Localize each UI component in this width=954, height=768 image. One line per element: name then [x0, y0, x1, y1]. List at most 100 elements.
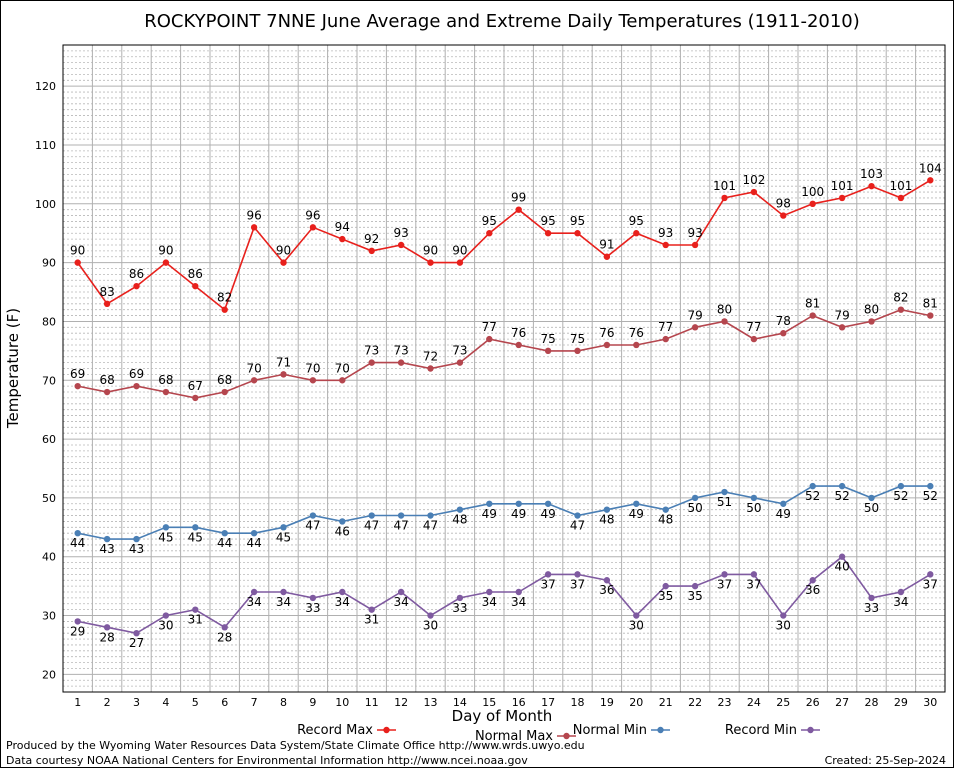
- normal-min-data-label: 44: [246, 536, 261, 550]
- normal-max-data-label: 69: [129, 367, 144, 381]
- record-min-data-label: 34: [511, 595, 526, 609]
- record-min-data-label: 31: [364, 613, 379, 627]
- normal-max-data-label: 77: [746, 320, 761, 334]
- record-min-point: [368, 606, 375, 613]
- legend-item-normal-min: Normal Min: [573, 723, 670, 738]
- normal-max-point: [397, 359, 405, 366]
- legend-marker: [383, 726, 390, 734]
- record-min-data-label: 34: [393, 595, 408, 609]
- normal-max-data-label: 82: [893, 291, 908, 305]
- normal-max-data-label: 78: [776, 314, 791, 328]
- x-tick-label: 30: [923, 696, 937, 709]
- normal-min-data-label: 48: [452, 513, 467, 527]
- normal-max-point: [750, 335, 758, 343]
- normal-max-point: [368, 359, 375, 366]
- normal-min-point: [838, 482, 846, 490]
- legend-marker: [807, 726, 814, 734]
- record-max-data-label: 90: [70, 244, 85, 258]
- legend-label: Record Max: [297, 723, 373, 738]
- normal-max-point: [868, 318, 875, 325]
- record-min-data-label: 37: [570, 577, 585, 591]
- record-min-point: [927, 571, 934, 578]
- normal-min-point: [309, 512, 317, 519]
- record-max-data-label: 104: [919, 161, 942, 175]
- normal-min-data-label: 48: [599, 513, 614, 527]
- y-tick-label: 90: [42, 257, 56, 270]
- record-max-point: [662, 241, 669, 249]
- record-min-point: [721, 571, 728, 578]
- record-min-point: [427, 612, 434, 619]
- record-max-point: [162, 259, 170, 266]
- normal-max-point: [456, 359, 464, 366]
- record-min-point: [809, 577, 816, 584]
- x-tick-label: 24: [747, 696, 761, 709]
- record-max-data-label: 101: [831, 179, 854, 193]
- normal-max-point: [103, 388, 111, 396]
- normal-max-data-label: 79: [834, 308, 849, 322]
- normal-max-data-label: 70: [335, 361, 350, 375]
- normal-min-data-label: 47: [305, 519, 320, 533]
- y-tick-label: 50: [42, 492, 56, 505]
- y-axis-label: Temperature (F): [4, 308, 22, 429]
- normal-max-point: [221, 388, 228, 396]
- normal-min-point: [515, 500, 522, 507]
- normal-max-point: [633, 341, 640, 349]
- record-min-data-label: 28: [99, 630, 114, 644]
- record-min-data-label: 34: [335, 595, 350, 609]
- normal-min-point: [221, 529, 228, 537]
- normal-max-data-label: 67: [188, 379, 203, 393]
- record-max-point: [192, 282, 199, 290]
- record-min-point: [515, 588, 522, 596]
- record-max-point: [515, 206, 522, 213]
- legend-marker: [563, 732, 570, 740]
- x-tick-label: 2: [104, 696, 111, 709]
- normal-max-data-label: 73: [364, 344, 379, 358]
- normal-max-point: [662, 335, 669, 343]
- legend-item-record-max: Record Max: [297, 723, 396, 738]
- normal-max-data-label: 68: [99, 373, 114, 387]
- normal-max-data-label: 75: [540, 332, 555, 346]
- normal-min-point: [544, 500, 552, 507]
- y-tick-label: 20: [42, 668, 56, 681]
- record-max-data-label: 82: [217, 291, 232, 305]
- normal-min-point: [603, 506, 611, 513]
- record-min-point: [280, 588, 287, 596]
- record-max-point: [838, 194, 846, 202]
- record-min-data-label: 35: [658, 589, 673, 603]
- normal-min-data-label: 49: [540, 507, 555, 521]
- x-tick-label: 15: [482, 696, 496, 709]
- x-tick-label: 16: [512, 696, 526, 709]
- record-max-point: [574, 230, 581, 237]
- x-tick-label: 29: [894, 696, 908, 709]
- normal-min-data-label: 50: [864, 501, 879, 515]
- normal-min-point: [780, 500, 787, 507]
- record-max-line: [77, 179, 931, 312]
- record-min-point: [133, 629, 140, 637]
- x-tick-label: 13: [424, 696, 438, 709]
- record-max-point: [280, 259, 287, 266]
- normal-min-point: [250, 529, 258, 537]
- record-min-point: [250, 588, 258, 596]
- record-min-point: [838, 553, 846, 560]
- x-tick-label: 20: [629, 696, 643, 709]
- record-min-data-label: 30: [776, 619, 791, 633]
- normal-max-point: [515, 341, 522, 349]
- record-max-point: [780, 212, 787, 219]
- normal-max-line: [77, 308, 931, 399]
- created-date: Created: 25-Sep-2024: [824, 754, 946, 767]
- normal-max-data-label: 70: [305, 361, 320, 375]
- record-min-point: [397, 588, 405, 596]
- normal-min-data-label: 44: [217, 536, 232, 550]
- legend-item-normal-max: Normal Max: [475, 729, 576, 744]
- grid-major: [63, 45, 945, 692]
- normal-min-point: [809, 482, 816, 490]
- normal-min-data-label: 47: [423, 519, 438, 533]
- record-min-data-label: 35: [687, 589, 702, 603]
- x-tick-label: 28: [865, 696, 879, 709]
- x-tick-label: 12: [394, 696, 408, 709]
- normal-max-point: [162, 388, 170, 396]
- x-tick-label: 10: [335, 696, 349, 709]
- legend-marker: [657, 726, 664, 734]
- record-min-point: [691, 582, 699, 590]
